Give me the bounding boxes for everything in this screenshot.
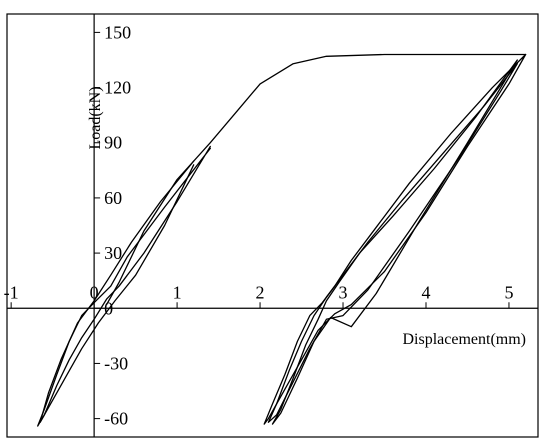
y-tick-label: 150 bbox=[104, 22, 131, 42]
x-tick-label: 3 bbox=[339, 282, 348, 302]
y-tick-label: 120 bbox=[104, 78, 131, 98]
x-axis-label: Displacement(mm) bbox=[402, 331, 526, 348]
x-tick-label: 4 bbox=[421, 282, 430, 302]
x-tick-label: 5 bbox=[504, 282, 513, 302]
y-tick-label: 30 bbox=[104, 243, 122, 263]
x-tick-label: 1 bbox=[173, 282, 182, 302]
series-line-6 bbox=[271, 59, 518, 425]
series-line-3 bbox=[105, 53, 527, 306]
y-tick-label: 60 bbox=[104, 188, 122, 208]
y-tick-label: -30 bbox=[104, 353, 128, 373]
plot-frame bbox=[6, 13, 539, 438]
x-tick-label: 2 bbox=[256, 282, 265, 302]
series-line-4 bbox=[263, 53, 527, 425]
series-line-5 bbox=[267, 63, 518, 423]
x-tick-label: 0 bbox=[90, 282, 99, 302]
series-line-1 bbox=[37, 145, 211, 427]
x-tick-label: -1 bbox=[4, 282, 19, 302]
y-axis-label: Load(kN) bbox=[87, 86, 104, 149]
y-tick-label: 90 bbox=[104, 133, 122, 153]
series-line-2 bbox=[39, 160, 195, 423]
y-tick-label: -60 bbox=[104, 409, 128, 429]
